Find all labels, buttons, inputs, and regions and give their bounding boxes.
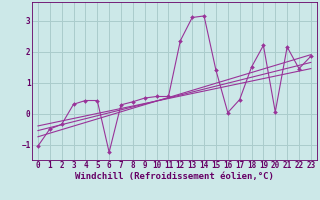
X-axis label: Windchill (Refroidissement éolien,°C): Windchill (Refroidissement éolien,°C) bbox=[75, 172, 274, 181]
